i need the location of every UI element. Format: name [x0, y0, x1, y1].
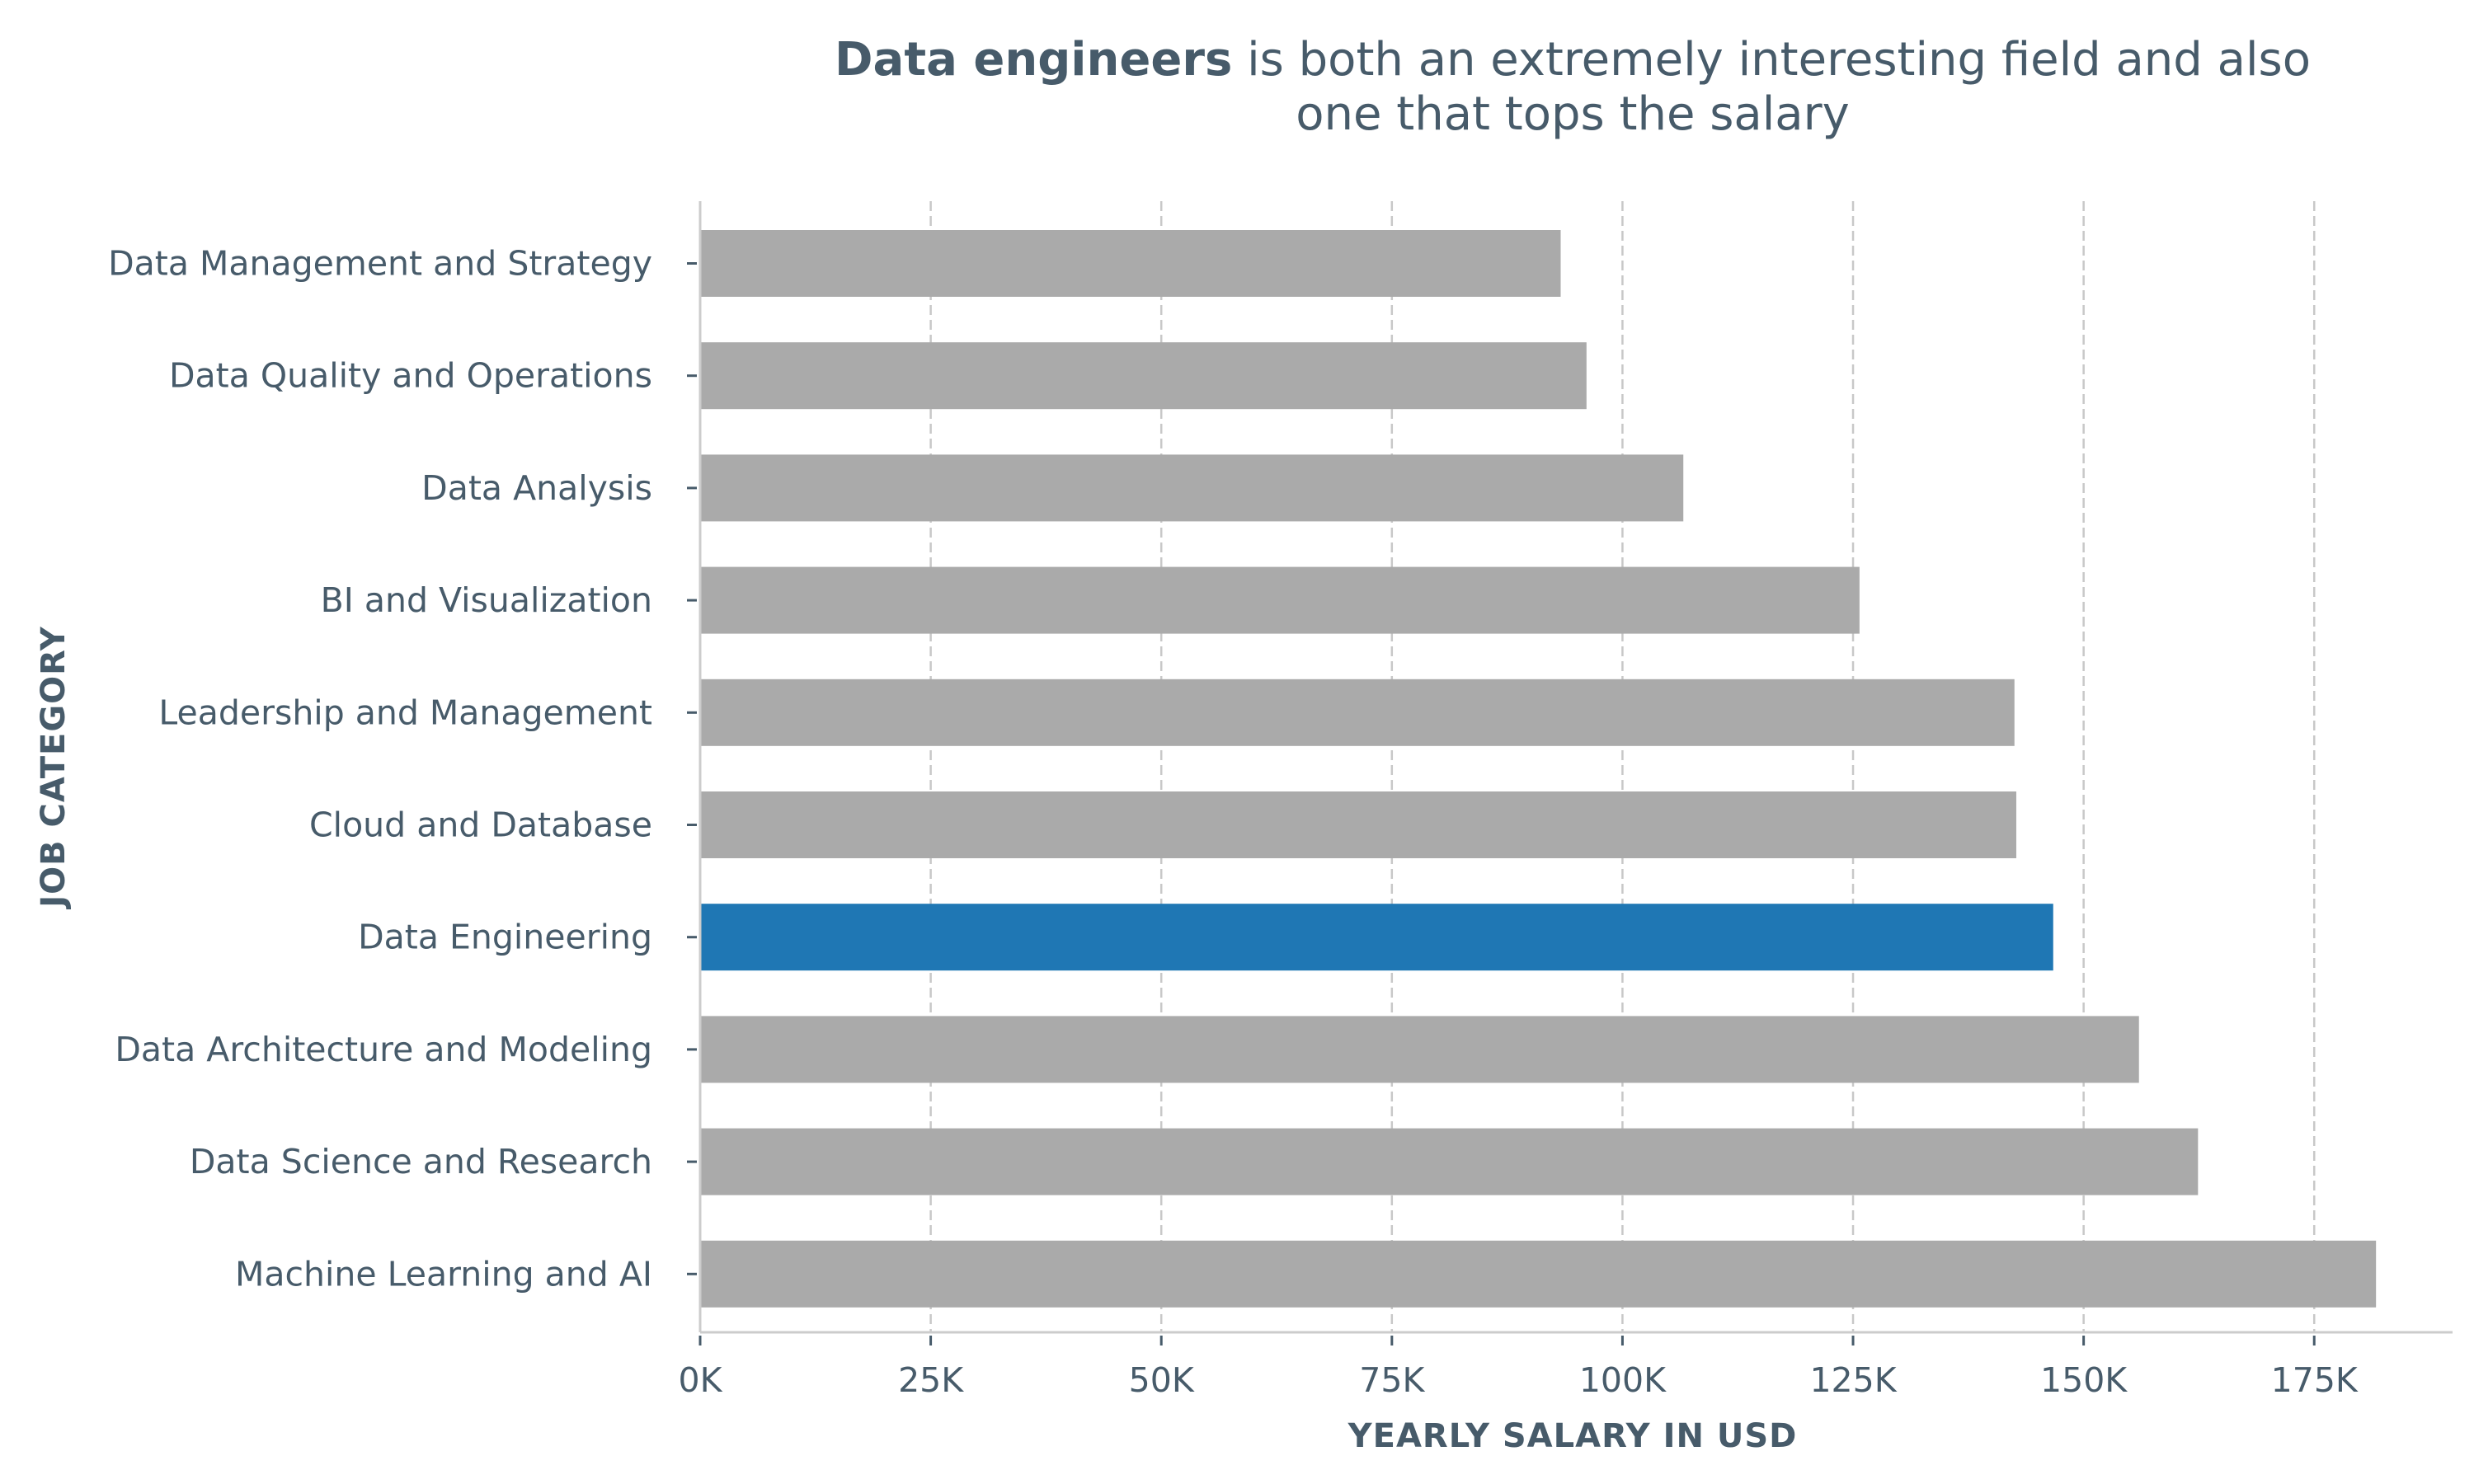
- y-tick-label: Data Analysis: [421, 468, 652, 508]
- x-tick-label: 100K: [1579, 1360, 1667, 1400]
- y-axis-title: JOB CATEGORY: [35, 626, 73, 910]
- x-tick-label: 125K: [1809, 1360, 1897, 1400]
- svg-text:Data engineers is both: Data engineers is both an extremely inte…: [835, 33, 2311, 87]
- bar-cloud-and-database: [700, 791, 2016, 858]
- x-tick-label: 50K: [1129, 1360, 1195, 1400]
- y-tick-labels: Data Management and Strategy Data Quality…: [108, 244, 697, 1294]
- bar-data-architecture-and-modeling: [700, 1016, 2139, 1083]
- x-axis-title: YEARLY SALARY IN USD: [1348, 1417, 1798, 1455]
- bar-bi-and-visualization: [700, 566, 1860, 634]
- y-tick-label: BI and Visualization: [321, 580, 652, 620]
- y-tick-label: Data Management and Strategy: [108, 244, 652, 284]
- bar-machine-learning-and-ai: [700, 1240, 2377, 1308]
- y-tick-label: Data Quality and Operations: [169, 356, 652, 396]
- bar-data-analysis: [700, 454, 1684, 522]
- y-tick-label: Data Engineering: [358, 918, 652, 957]
- bar-data-science-and-research: [700, 1128, 2199, 1195]
- y-tick-label: Machine Learning and AI: [235, 1254, 652, 1294]
- x-tick-label: 0K: [679, 1360, 723, 1400]
- bar-data-engineering: [700, 904, 2053, 971]
- bar-leadership-and-management: [700, 679, 2015, 746]
- bar-data-management-and-strategy: [700, 230, 1561, 297]
- bars: [700, 230, 2377, 1308]
- chart-title-line2: one that tops the salary: [1296, 87, 1850, 141]
- y-tick-label: Cloud and Database: [309, 805, 652, 845]
- bar-data-quality-and-operations: [700, 342, 1587, 410]
- x-tick-labels: 0K 25K 50K 75K 100K 125K 150K 175K: [679, 1336, 2359, 1400]
- chart-title-bold: Data engineers: [835, 33, 1232, 87]
- axes: [698, 201, 2453, 1334]
- x-tick-label: 75K: [1359, 1360, 1425, 1400]
- chart-title: Data engineers is both an extremely inte…: [835, 33, 2311, 141]
- y-tick-label: Leadership and Management: [158, 693, 652, 732]
- x-tick-label: 175K: [2271, 1360, 2359, 1400]
- y-tick-label: Data Science and Research: [190, 1142, 652, 1181]
- x-tick-label: 150K: [2040, 1360, 2128, 1400]
- y-tick-label: Data Architecture and Modeling: [115, 1030, 652, 1069]
- chart-title-line1-rest: is both an extremely interesting field a…: [1247, 33, 2311, 87]
- x-tick-label: 25K: [898, 1360, 964, 1400]
